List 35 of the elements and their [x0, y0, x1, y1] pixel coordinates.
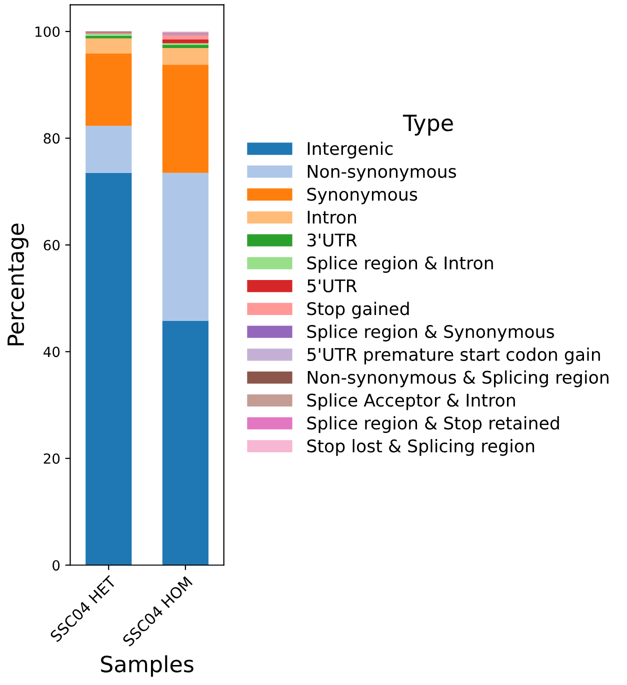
legend-label: Non-synonymous — [308, 165, 456, 182]
bar — [86, 172, 132, 566]
y-tick-label: 0 — [52, 560, 60, 571]
bar — [86, 36, 132, 38]
legend-label: Splice Acceptor & Intron — [307, 393, 515, 410]
legend-label: Stop gained — [307, 302, 409, 319]
bar — [86, 126, 132, 173]
legend-label: Splice region & Intron — [307, 256, 493, 273]
bar — [162, 320, 208, 566]
bar — [162, 35, 208, 40]
bar — [86, 53, 132, 126]
x-axis-title: Samples — [101, 655, 194, 677]
bar — [162, 44, 208, 48]
legend-label: Intron — [308, 210, 356, 224]
bar — [162, 48, 208, 65]
y-tick-label: 60 — [44, 240, 60, 250]
y-tick-label: 80 — [44, 133, 60, 144]
legend-label: Intergenic — [308, 142, 393, 158]
legend-label: 3'UTR — [307, 233, 357, 247]
y-tick-label: 20 — [44, 453, 60, 464]
bar — [162, 39, 208, 44]
bar — [86, 38, 132, 54]
y-axis-title: Percentage — [8, 224, 28, 346]
legend-label: Splice region & Stop retained — [307, 416, 559, 433]
legend-label: 5'UTR — [308, 279, 357, 292]
legend-label: 5'UTR premature start codon gain — [308, 348, 600, 364]
legend-label: Non-synonymous & Splicing region — [308, 370, 608, 388]
y-tick-label: 40 — [44, 346, 60, 358]
bar — [162, 64, 208, 173]
legend-title: Type — [402, 114, 453, 136]
legend-label: Splice region & Synonymous — [307, 324, 554, 342]
y-tick-label: 100 — [36, 26, 60, 37]
bar — [162, 172, 208, 321]
legend-label: Synonymous — [307, 188, 418, 204]
legend-label: Stop lost & Splicing region — [307, 439, 534, 456]
